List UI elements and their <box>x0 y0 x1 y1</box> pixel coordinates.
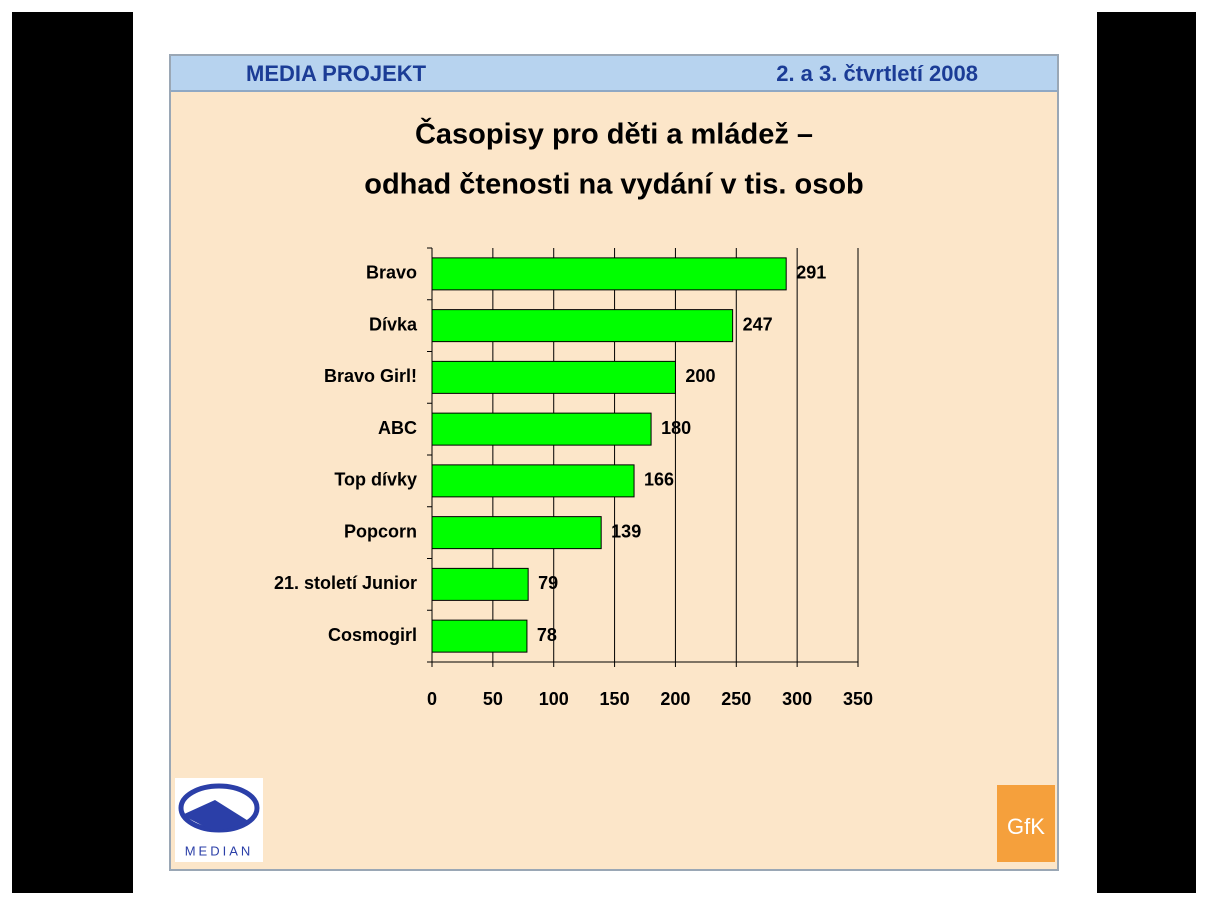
logo-shape <box>182 800 250 832</box>
value-label: 247 <box>743 314 773 334</box>
x-tick-label: 350 <box>843 689 873 709</box>
x-tick-label: 50 <box>483 689 503 709</box>
x-tick-label: 0 <box>427 689 437 709</box>
header-left: MEDIA PROJEKT <box>246 61 427 86</box>
y-tick-label: Cosmogirl <box>328 625 417 645</box>
y-tick-label: Dívka <box>369 314 418 334</box>
value-label: 291 <box>796 263 826 283</box>
value-label: 200 <box>685 366 715 386</box>
side-bar <box>12 12 133 893</box>
logo-text: MEDIAN <box>185 843 254 858</box>
x-tick-label: 300 <box>782 689 812 709</box>
logo-bg <box>997 785 1055 862</box>
side-bar <box>1097 12 1196 893</box>
chart-title: odhad čtenosti na vydání v tis. osob <box>364 169 864 201</box>
value-label: 78 <box>537 625 557 645</box>
header-bar <box>171 56 1057 91</box>
bar <box>431 567 529 601</box>
x-tick-label: 200 <box>660 689 690 709</box>
gfk-logo: GfK <box>997 785 1055 862</box>
value-label: 139 <box>611 521 641 541</box>
bar <box>431 309 734 343</box>
x-tick-label: 100 <box>539 689 569 709</box>
bar <box>431 257 787 291</box>
median-logo: MEDIAN <box>175 778 263 862</box>
bar <box>431 619 528 653</box>
value-label: 166 <box>644 470 674 490</box>
logo-text: GfK <box>1007 814 1045 839</box>
bar <box>431 516 602 550</box>
y-tick-label: Popcorn <box>344 521 417 541</box>
bar <box>431 412 652 446</box>
chart-title: Časopisy pro děti a mládež – <box>415 117 813 151</box>
header-right: 2. a 3. čtvrtletí 2008 <box>776 61 978 86</box>
y-tick-label: ABC <box>378 418 417 438</box>
slide <box>169 54 1059 871</box>
x-tick-label: 150 <box>600 689 630 709</box>
value-label: 79 <box>538 573 558 593</box>
bar <box>431 360 676 394</box>
y-tick-label: Top dívky <box>334 470 417 490</box>
y-tick-label: Bravo <box>366 263 417 283</box>
x-tick-label: 250 <box>721 689 751 709</box>
bar <box>431 464 635 498</box>
y-tick-label: 21. století Junior <box>274 573 417 593</box>
y-tick-label: Bravo Girl! <box>324 366 417 386</box>
value-label: 180 <box>661 418 691 438</box>
